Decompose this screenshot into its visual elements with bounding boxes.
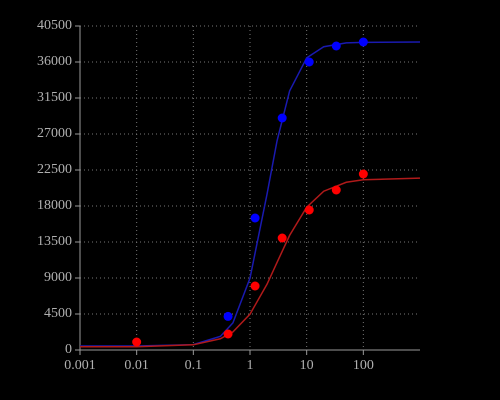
data-point — [223, 329, 233, 339]
x-tick-label: 1 — [247, 358, 254, 373]
fit-curve — [79, 177, 421, 348]
x-tick-label: 0.01 — [124, 358, 149, 373]
data-point — [304, 57, 314, 67]
data-point — [304, 205, 314, 215]
data-point — [331, 185, 341, 195]
y-tick-label: 27000 — [37, 126, 72, 141]
y-tick-label: 9000 — [44, 270, 72, 285]
x-tick-label: 100 — [353, 358, 374, 373]
data-point — [277, 233, 287, 243]
y-tick-label: 13500 — [37, 234, 72, 249]
y-tick-label: 18000 — [37, 198, 72, 213]
y-tick-label: 36000 — [37, 54, 72, 69]
y-tick-label: 22500 — [37, 162, 72, 177]
y-tick-label: 40500 — [37, 18, 72, 33]
y-tick-label: 0 — [65, 342, 72, 357]
data-point — [277, 113, 287, 123]
data-point — [358, 169, 368, 179]
data-point — [331, 41, 341, 51]
y-tick-label: 31500 — [37, 90, 72, 105]
data-point — [358, 37, 368, 47]
data-point — [250, 213, 260, 223]
x-tick-label: 0.001 — [64, 358, 96, 373]
data-point — [250, 281, 260, 291]
data-point — [223, 311, 233, 321]
x-tick-label: 0.1 — [185, 358, 203, 373]
y-tick-label: 4500 — [44, 306, 72, 321]
data-point — [132, 337, 142, 347]
x-tick-label: 10 — [300, 358, 314, 373]
